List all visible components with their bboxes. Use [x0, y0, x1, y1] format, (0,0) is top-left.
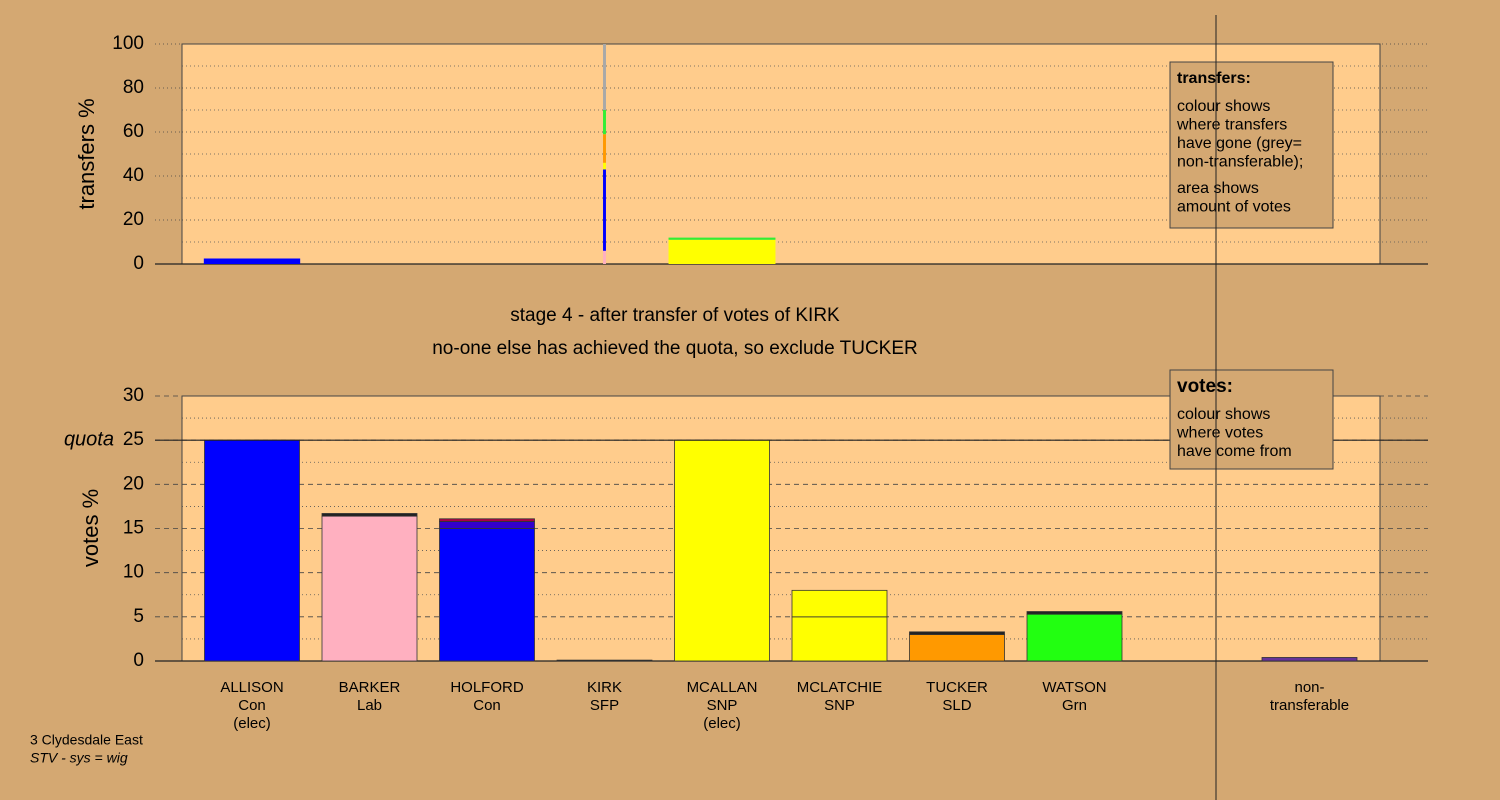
note-title: transfers:: [1177, 70, 1251, 87]
y-tick-label: 40: [123, 165, 144, 186]
bar-segment: [668, 237, 776, 240]
bar-segment: [603, 44, 606, 110]
bar-segment: [603, 162, 606, 170]
y-tick-label: 20: [123, 473, 144, 494]
y-tick-label: 0: [133, 650, 144, 671]
bar-segment: [674, 439, 770, 662]
note-title: votes:: [1177, 376, 1233, 397]
bar-segment: [439, 528, 535, 662]
note-box: [1169, 369, 1334, 470]
bar-segment: [556, 659, 653, 662]
note-text: amount of votes: [1177, 199, 1291, 216]
x-tick-label: Con: [473, 697, 501, 714]
bar-segment: [603, 169, 606, 251]
bar-segment: [603, 134, 606, 163]
x-tick-label: Grn: [1062, 697, 1087, 714]
x-tick-label: SNP: [824, 697, 855, 714]
x-tick-label: MCLATCHIE: [797, 679, 883, 696]
bar-segment: [909, 634, 1005, 662]
bar-segment: [668, 239, 776, 264]
chart-title: stage 4 - after transfer of votes of KIR…: [510, 305, 840, 326]
quota-label: quota: [64, 428, 114, 450]
note-box: [1169, 61, 1334, 229]
x-tick-label: SFP: [590, 697, 619, 714]
x-tick-label: SLD: [942, 697, 971, 714]
bar-segment: [1026, 613, 1123, 662]
x-tick-label: HOLFORD: [450, 679, 524, 696]
y-tick-label: 80: [123, 77, 144, 98]
x-tick-label: SNP: [707, 697, 738, 714]
x-tick-label: WATSON: [1042, 679, 1106, 696]
note-text: colour shows: [1177, 406, 1270, 423]
y-tick-label: 30: [123, 385, 144, 406]
footer: STV - sys = wig: [30, 750, 128, 766]
note-text: non-transferable);: [1177, 154, 1303, 171]
x-tick-label: TUCKER: [926, 679, 988, 696]
note-text: where votes: [1176, 425, 1263, 442]
bar-segment: [1026, 611, 1123, 615]
bar-segment: [909, 631, 1005, 635]
chart-subtitle: no-one else has achieved the quota, so e…: [432, 338, 918, 359]
x-tick-label: KIRK: [587, 679, 622, 696]
y-axis-label: transfers %: [74, 98, 99, 209]
y-tick-label: 100: [112, 33, 144, 54]
bar-segment: [321, 513, 418, 517]
bar-segment: [1261, 657, 1358, 662]
y-tick-label: 15: [123, 518, 144, 539]
x-tick-label: Con: [238, 697, 266, 714]
y-axis-label: votes %: [78, 489, 103, 567]
note-text: colour shows: [1177, 98, 1270, 115]
note-text: area shows: [1177, 180, 1259, 197]
x-tick-label: BARKER: [339, 679, 401, 696]
y-tick-label: 60: [123, 121, 144, 142]
bar-segment: [439, 518, 535, 522]
footer: 3 Clydesdale East: [30, 732, 143, 748]
note-text: have come from: [1177, 443, 1292, 460]
bar-segment: [321, 515, 418, 662]
bar-segment: [603, 250, 606, 264]
x-tick-label: transferable: [1270, 697, 1349, 714]
bar-segment: [791, 616, 888, 662]
y-tick-label: 20: [123, 209, 144, 230]
y-tick-label: 0: [133, 253, 144, 274]
note-text: where transfers: [1176, 117, 1287, 134]
x-tick-label: Lab: [357, 697, 382, 714]
x-tick-label: MCALLAN: [687, 679, 758, 696]
bar-segment: [204, 439, 300, 662]
y-tick-label: 25: [123, 429, 144, 450]
x-tick-label: non-: [1294, 679, 1324, 696]
y-tick-label: 5: [133, 606, 144, 627]
bar-segment: [203, 258, 301, 264]
bar-segment: [791, 589, 888, 618]
bar-segment: [603, 110, 606, 135]
x-tick-label: ALLISON: [220, 679, 283, 696]
x-tick-label: (elec): [233, 715, 271, 732]
y-tick-label: 10: [123, 562, 144, 583]
x-tick-label: (elec): [703, 715, 741, 732]
bar-segment: [439, 521, 535, 529]
note-text: have gone (grey=: [1177, 135, 1302, 152]
